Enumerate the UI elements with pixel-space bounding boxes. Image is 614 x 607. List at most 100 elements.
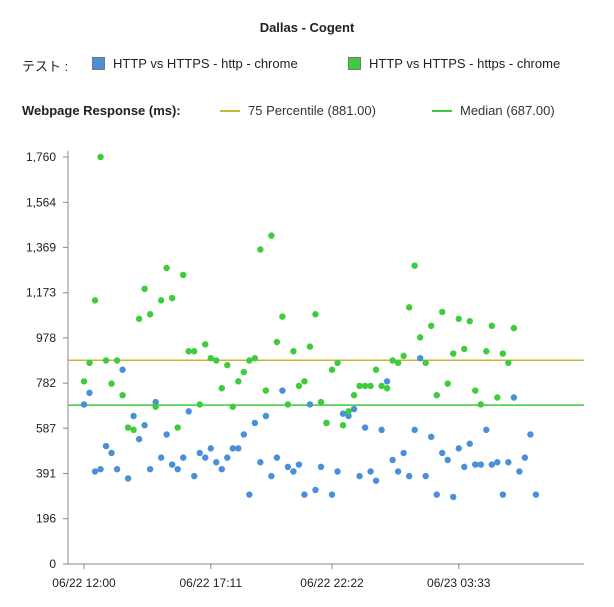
https-data-point — [411, 262, 418, 269]
http-data-point — [455, 445, 462, 452]
http-data-point — [405, 472, 413, 480]
https-data-point — [494, 394, 501, 401]
https-data-point — [505, 359, 512, 367]
http-data-point — [400, 449, 407, 457]
y-tick-label: 0 — [49, 557, 56, 571]
y-tick-label: 978 — [36, 331, 56, 345]
https-data-point — [146, 311, 154, 318]
http-data-point — [108, 449, 115, 457]
x-tick-label: 06/23 03:33 — [427, 576, 491, 590]
x-tick-label: 06/22 12:00 — [52, 576, 116, 590]
https-data-point — [262, 387, 270, 394]
https-data-point — [306, 343, 314, 350]
http-data-point — [135, 435, 143, 443]
http-data-point — [378, 426, 385, 434]
https-data-point — [394, 359, 402, 367]
http-data-point — [372, 477, 380, 484]
https-data-point — [499, 350, 507, 357]
https-data-point — [229, 403, 236, 410]
http-data-point — [268, 472, 275, 480]
chart-title: Dallas - Cogent — [259, 20, 355, 35]
legend-https[interactable]: HTTP vs HTTPS - https - chrome — [348, 56, 560, 71]
https-data-point — [433, 391, 440, 399]
https-data-point — [350, 391, 358, 399]
https-data-point — [102, 357, 110, 364]
https-data-point — [416, 334, 424, 341]
https-data-point — [361, 382, 369, 390]
https-data-point — [312, 311, 319, 318]
https-data-point — [130, 426, 137, 434]
http-data-point — [119, 366, 126, 373]
https-data-point — [428, 322, 435, 330]
https-data-point — [218, 385, 225, 392]
http-data-point — [505, 459, 512, 466]
http-data-point — [284, 463, 292, 471]
http-data-point — [174, 465, 181, 473]
http-data-point — [240, 431, 248, 438]
https-data-point — [135, 315, 143, 323]
y-tick-label: 391 — [36, 467, 56, 481]
https-data-point — [207, 354, 214, 362]
http-data-point — [450, 493, 457, 501]
http-data-point — [80, 401, 88, 408]
http-data-point — [301, 491, 308, 498]
https-data-point — [180, 271, 187, 279]
http-data-point — [389, 456, 396, 464]
legend-median: Median (687.00) — [432, 103, 555, 118]
legend-percentile-line — [220, 109, 240, 112]
https-data-point — [389, 357, 396, 364]
https-data-point — [367, 382, 374, 390]
http-data-point — [168, 461, 176, 468]
http-data-point — [290, 468, 297, 475]
legend-http[interactable]: HTTP vs HTTPS - http - chrome — [92, 56, 298, 71]
https-data-point — [339, 422, 347, 429]
https-data-point — [328, 366, 336, 373]
https-data-point — [240, 368, 248, 376]
http-data-point — [444, 456, 451, 464]
http-data-point — [428, 433, 435, 441]
https-data-point — [108, 380, 115, 387]
http-data-point — [124, 475, 132, 482]
https-data-point — [372, 366, 380, 373]
http-data-point — [472, 461, 479, 468]
http-data-point — [102, 442, 110, 450]
http-data-point — [130, 412, 137, 420]
https-data-point — [477, 401, 484, 408]
x-tick-label: 06/22 17:11 — [179, 576, 242, 590]
https-data-point — [279, 313, 286, 320]
http-data-point — [163, 431, 170, 438]
y-tick-label: 1,173 — [26, 286, 56, 300]
http-data-point — [488, 461, 496, 468]
y-tick-label: 1,369 — [26, 240, 56, 254]
http-data-point — [394, 468, 402, 475]
https-data-point — [235, 378, 242, 385]
http-data-point — [152, 398, 159, 406]
https-data-point — [488, 322, 496, 330]
http-data-point — [86, 389, 93, 397]
https-data-point — [268, 232, 275, 239]
http-data-point — [527, 431, 534, 438]
https-data-point — [124, 424, 132, 431]
http-data-point — [466, 440, 473, 447]
x-tick-label: 06/22 22:22 — [300, 576, 364, 590]
http-data-point — [207, 445, 214, 452]
legend-http-label: HTTP vs HTTPS - http - chrome — [113, 56, 298, 71]
legend-https-swatch — [348, 57, 361, 70]
http-data-point — [345, 412, 352, 420]
https-data-point — [290, 348, 297, 355]
http-data-point — [273, 454, 281, 461]
https-data-point — [163, 264, 170, 272]
https-data-point — [444, 380, 451, 387]
http-data-point — [157, 454, 165, 461]
https-data-point — [483, 348, 490, 355]
http-data-point — [383, 378, 391, 385]
https-data-point — [284, 401, 292, 408]
https-data-point — [185, 348, 192, 355]
y-tick-label: 1,564 — [26, 195, 56, 209]
y-tick-label: 782 — [36, 376, 56, 390]
http-data-point — [295, 461, 303, 468]
http-data-point — [361, 424, 369, 431]
http-data-point — [510, 394, 518, 401]
https-data-point — [345, 408, 352, 415]
http-data-point — [97, 465, 104, 473]
